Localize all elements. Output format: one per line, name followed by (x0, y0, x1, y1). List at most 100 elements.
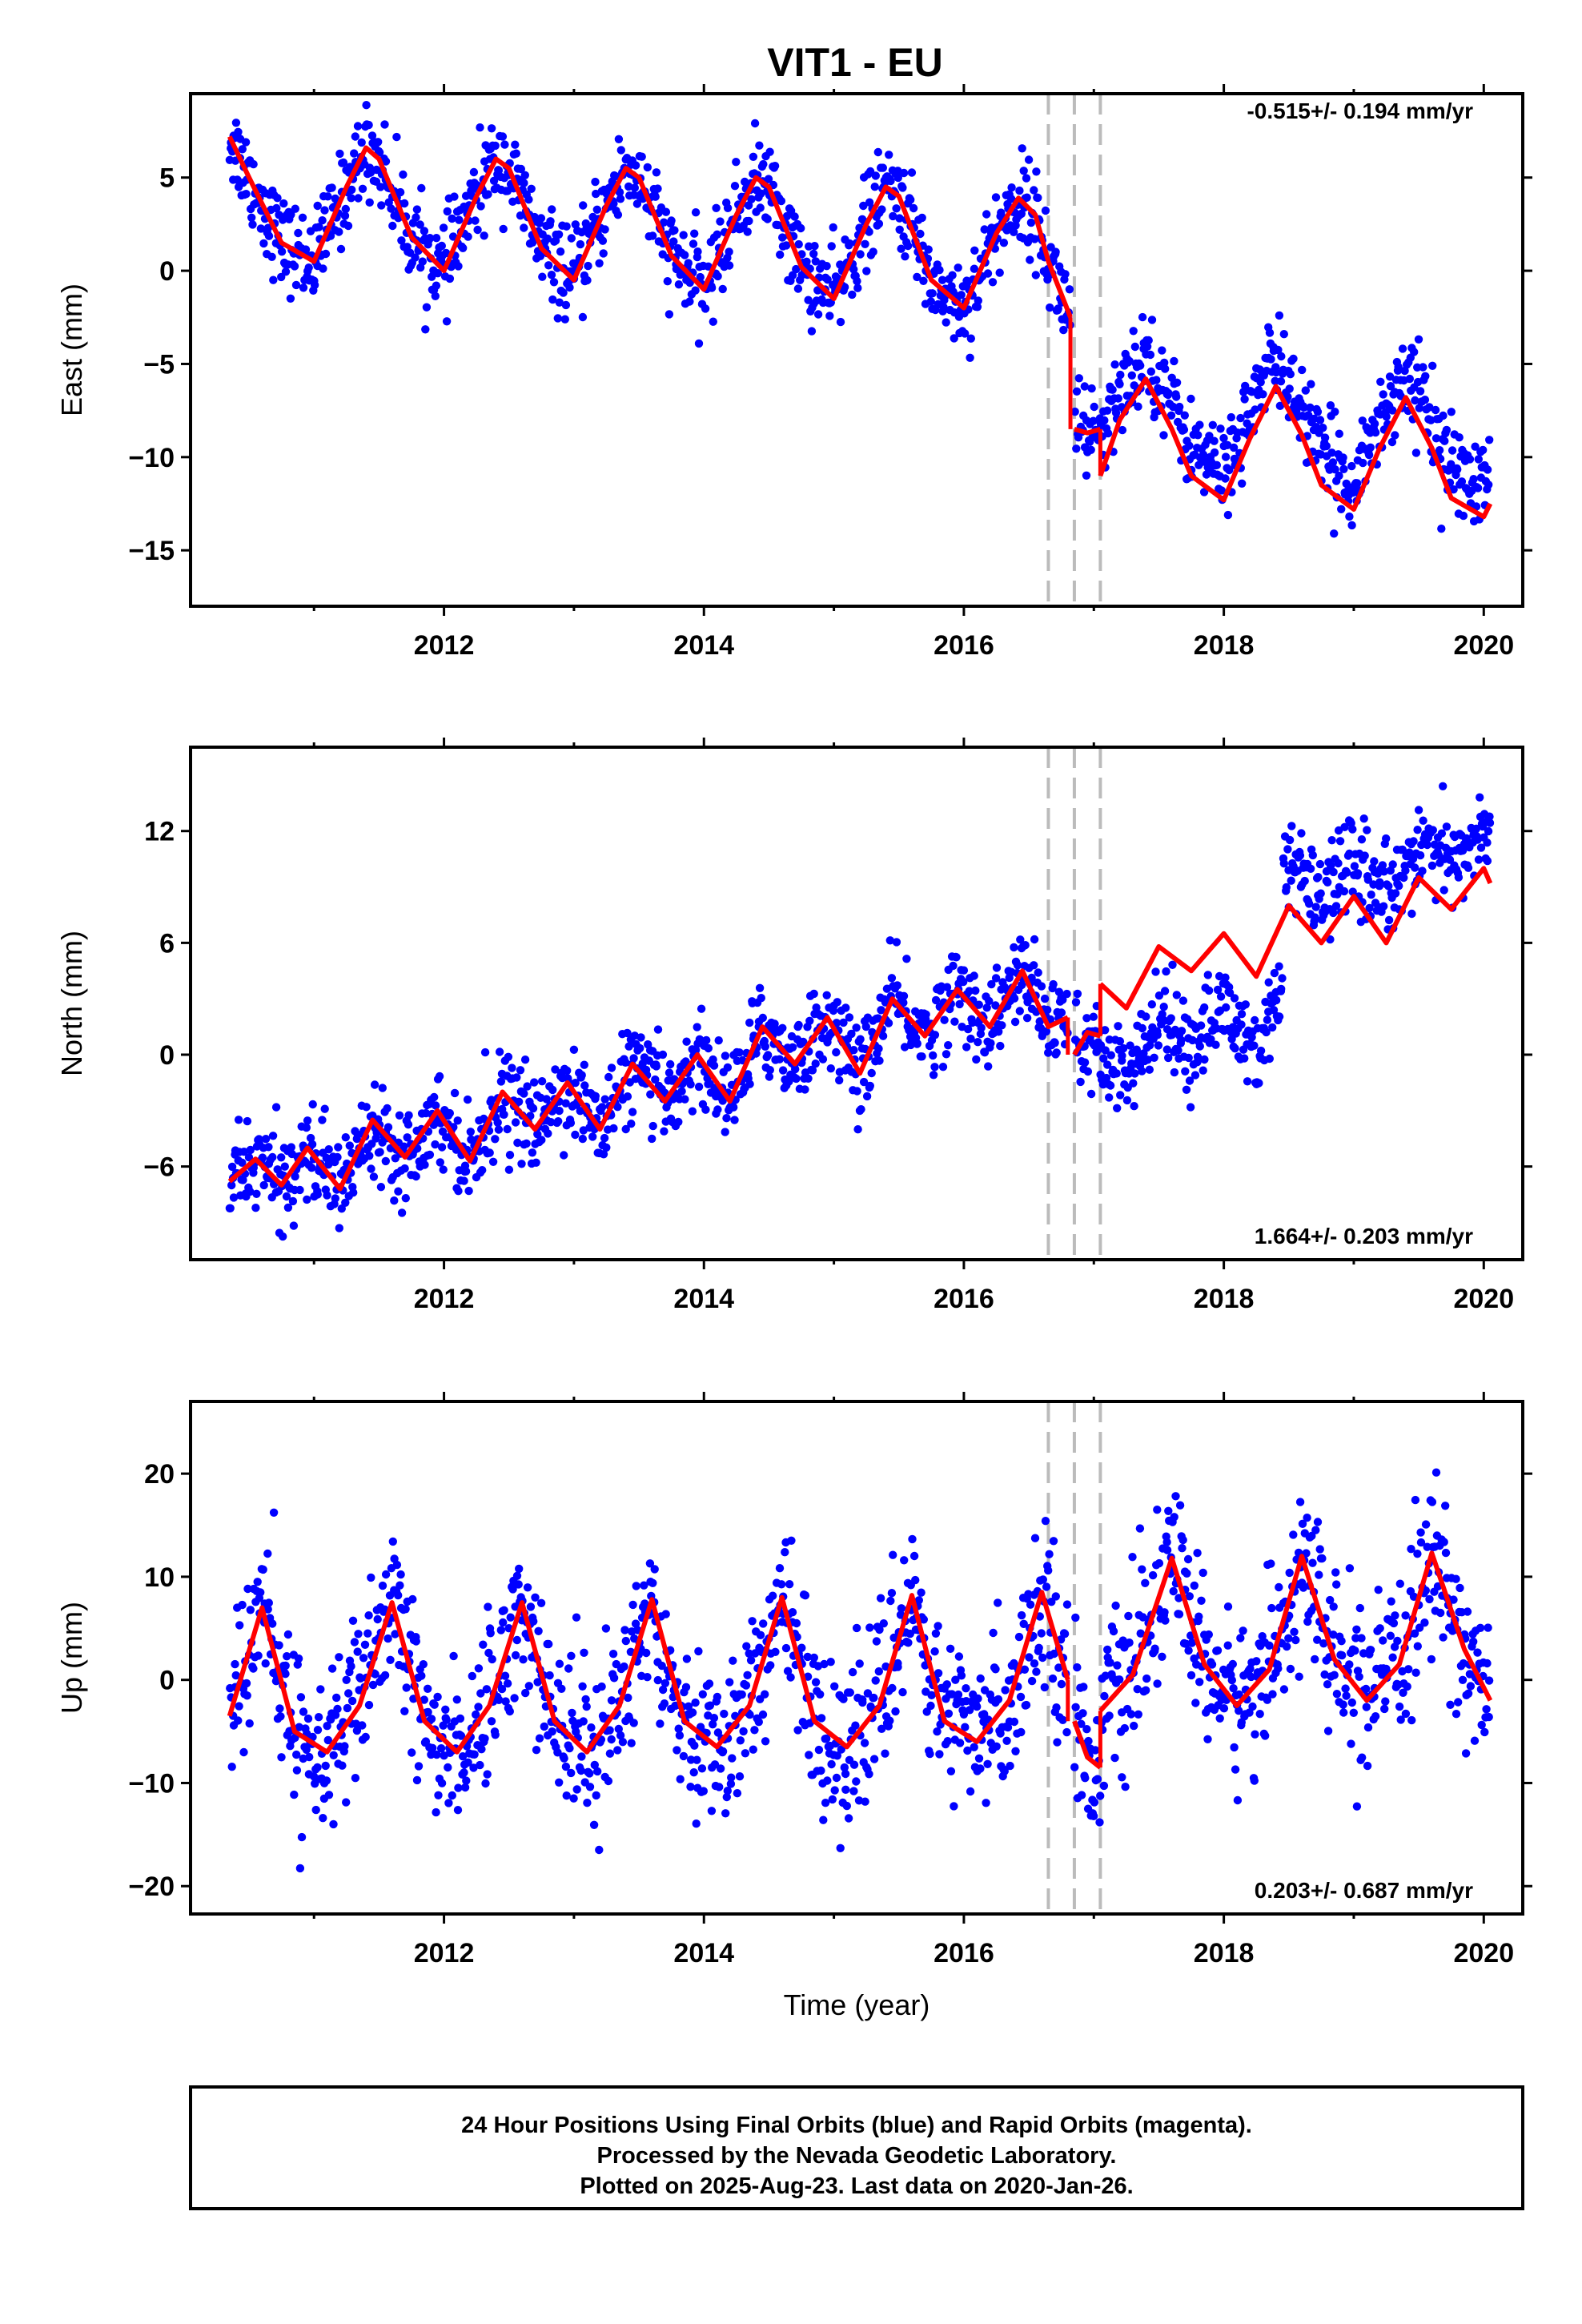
data-point (1411, 1668, 1420, 1677)
data-point (1105, 1035, 1114, 1044)
data-point (1410, 1629, 1419, 1638)
data-point (323, 1722, 331, 1731)
data-point (830, 1786, 839, 1795)
data-point (536, 251, 545, 260)
data-point (615, 187, 624, 197)
data-point (522, 1139, 531, 1148)
data-point (432, 281, 441, 290)
data-point (1082, 1014, 1091, 1023)
data-point (439, 223, 448, 232)
data-point (1471, 442, 1480, 451)
data-point (512, 1073, 521, 1082)
data-point (335, 1653, 343, 1662)
data-point (432, 1101, 440, 1110)
data-point (1212, 460, 1222, 469)
data-point (721, 1051, 730, 1060)
data-point (1456, 1583, 1464, 1593)
data-point (1222, 1003, 1231, 1012)
data-point (1230, 994, 1239, 1003)
data-point (287, 1143, 295, 1152)
data-point (792, 1618, 801, 1628)
data-point (1382, 834, 1391, 843)
data-point (1268, 1690, 1277, 1699)
data-point (658, 1050, 668, 1059)
data-point (746, 1656, 756, 1665)
data-point (1275, 1582, 1283, 1592)
data-point (1049, 979, 1058, 989)
data-point (621, 1636, 630, 1646)
data-point (1162, 1045, 1172, 1054)
data-point (487, 124, 496, 133)
data-point (1483, 465, 1492, 474)
data-point (996, 1041, 1005, 1051)
data-point (856, 1035, 865, 1043)
data-point (400, 1164, 409, 1173)
data-point (238, 1158, 247, 1168)
data-point (344, 1689, 353, 1698)
data-point (408, 1594, 417, 1604)
data-point (364, 1611, 373, 1620)
data-point (1223, 440, 1232, 449)
data-point (1391, 889, 1400, 898)
data-point (1146, 1041, 1154, 1050)
data-point (571, 1079, 580, 1088)
data-point (600, 1133, 609, 1143)
data-point (725, 261, 734, 270)
data-point (895, 225, 904, 234)
data-point (483, 1770, 492, 1779)
data-point (553, 1748, 562, 1757)
data-point (957, 1671, 966, 1680)
data-point (272, 203, 281, 213)
data-point (1274, 345, 1283, 355)
data-point (488, 1157, 498, 1167)
data-point (1470, 1736, 1480, 1745)
data-point (595, 259, 604, 267)
data-point (306, 1133, 315, 1143)
data-point (1405, 374, 1415, 384)
data-point (1437, 525, 1446, 533)
data-point (645, 1559, 655, 1568)
data-point (388, 221, 397, 231)
data-point (905, 1629, 915, 1638)
data-point (1401, 1709, 1411, 1719)
data-point (819, 1815, 828, 1824)
data-point (1216, 424, 1225, 433)
data-point (684, 259, 693, 267)
data-point (793, 1726, 802, 1735)
footer-line-2: Processed by the Nevada Geodetic Laborat… (597, 2143, 1117, 2169)
data-point (709, 1061, 719, 1070)
data-point (1349, 1708, 1359, 1717)
data-point (909, 1551, 919, 1561)
data-point (505, 1151, 515, 1160)
data-point (685, 278, 694, 287)
data-point (1285, 1568, 1294, 1578)
data-point (463, 1095, 472, 1104)
data-point (283, 1630, 293, 1639)
data-point (835, 1076, 844, 1085)
data-point (1106, 1659, 1114, 1667)
data-point (1022, 1700, 1031, 1710)
data-point (576, 1766, 585, 1775)
data-point (567, 234, 576, 243)
data-point (561, 1099, 570, 1108)
data-point (244, 1153, 254, 1162)
data-point (911, 1575, 920, 1585)
data-point (1376, 377, 1385, 386)
data-point (794, 1020, 803, 1030)
data-point (1311, 903, 1320, 911)
data-point (1399, 873, 1408, 883)
data-point (1109, 1626, 1118, 1636)
data-point (231, 1659, 239, 1669)
data-point (327, 183, 336, 192)
data-point (1126, 1710, 1136, 1719)
data-point (690, 1741, 699, 1750)
data-point (1327, 836, 1336, 845)
data-point (991, 1665, 1000, 1674)
data-point (640, 1581, 648, 1590)
data-point (1120, 1723, 1130, 1733)
data-point (1240, 395, 1249, 404)
data-point (629, 1054, 638, 1063)
data-point (1394, 362, 1403, 372)
data-point (822, 1734, 831, 1743)
data-point (289, 1221, 299, 1230)
